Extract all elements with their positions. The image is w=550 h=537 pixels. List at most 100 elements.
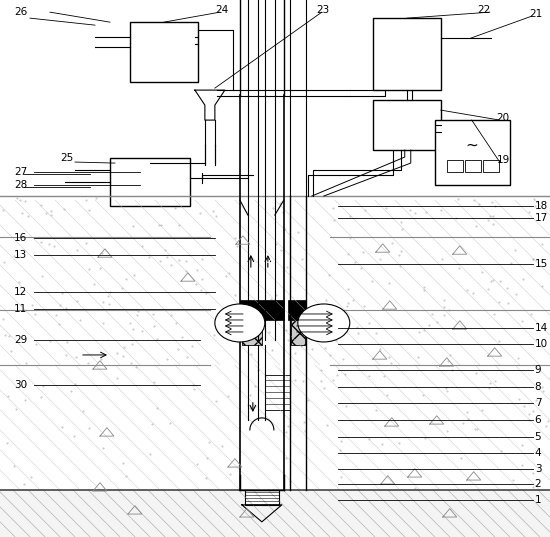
Point	[230, 291, 239, 299]
Point	[414, 328, 423, 337]
Point	[517, 317, 526, 325]
Point	[172, 318, 181, 327]
Point	[134, 307, 143, 316]
Point	[359, 247, 367, 256]
Point	[70, 380, 79, 388]
Point	[406, 206, 415, 214]
Text: 9: 9	[535, 365, 541, 375]
Point	[518, 461, 526, 469]
Point	[459, 418, 468, 427]
Point	[205, 438, 214, 446]
Point	[518, 441, 527, 449]
Point	[197, 275, 206, 284]
Point	[529, 254, 537, 263]
Point	[62, 303, 70, 312]
Point	[285, 476, 294, 485]
Text: 21: 21	[530, 9, 543, 19]
Point	[545, 374, 550, 383]
Point	[208, 207, 217, 216]
Point	[332, 336, 340, 344]
Point	[432, 318, 441, 326]
Point	[365, 435, 373, 444]
Point	[382, 204, 391, 212]
Text: 7: 7	[535, 398, 541, 408]
Point	[530, 201, 539, 210]
Point	[495, 298, 504, 307]
Point	[529, 483, 537, 492]
Point	[253, 365, 262, 374]
Point	[344, 299, 353, 308]
Point	[317, 377, 326, 386]
Point	[118, 284, 127, 293]
Point	[483, 285, 492, 293]
Point	[485, 383, 494, 392]
Point	[0, 257, 8, 266]
Point	[525, 410, 534, 419]
Text: 26: 26	[14, 7, 28, 17]
Point	[5, 331, 14, 340]
Point	[440, 310, 449, 319]
Point	[512, 289, 521, 298]
Point	[496, 447, 505, 455]
Point	[71, 352, 80, 361]
Point	[178, 333, 186, 342]
Point	[9, 252, 18, 260]
Point	[538, 281, 547, 290]
Text: 14: 14	[535, 323, 548, 333]
Point	[192, 280, 201, 288]
Text: 22: 22	[478, 5, 491, 15]
Point	[156, 220, 165, 229]
Point	[444, 357, 453, 365]
Bar	[0, 490, 549, 537]
Point	[69, 432, 78, 440]
Bar	[373, 18, 441, 90]
Bar	[447, 160, 463, 172]
Point	[182, 266, 191, 275]
Point	[145, 252, 153, 261]
Point	[122, 275, 130, 284]
Point	[344, 285, 353, 293]
Point	[238, 329, 246, 337]
Point	[453, 194, 462, 203]
Point	[357, 263, 366, 272]
Point	[198, 255, 207, 263]
Point	[437, 255, 446, 264]
Point	[541, 422, 550, 431]
Point	[121, 196, 130, 205]
Point	[487, 198, 496, 206]
Point	[44, 240, 53, 249]
Point	[472, 368, 481, 377]
Point	[13, 194, 21, 203]
Text: 29: 29	[14, 335, 28, 345]
Point	[277, 246, 286, 255]
Point	[473, 425, 482, 433]
Point	[78, 407, 87, 416]
Point	[201, 289, 210, 298]
Point	[525, 415, 533, 424]
Point	[221, 272, 230, 280]
Point	[202, 454, 211, 463]
Point	[411, 484, 420, 492]
Point	[304, 396, 313, 405]
Point	[31, 340, 40, 349]
Point	[296, 342, 305, 351]
Point	[514, 354, 522, 362]
Point	[451, 213, 460, 222]
Point	[397, 218, 405, 227]
Point	[209, 331, 218, 339]
Point	[420, 283, 429, 292]
Point	[26, 473, 35, 481]
Point	[419, 391, 427, 400]
Point	[301, 427, 310, 436]
Point	[354, 329, 363, 338]
Point	[168, 200, 177, 208]
Point	[525, 208, 533, 216]
Point	[290, 376, 299, 384]
Text: 23: 23	[316, 5, 329, 15]
Point	[24, 212, 32, 220]
Point	[96, 264, 104, 273]
Point	[491, 376, 500, 385]
Bar	[110, 158, 190, 206]
Point	[529, 255, 537, 264]
Point	[420, 326, 428, 335]
